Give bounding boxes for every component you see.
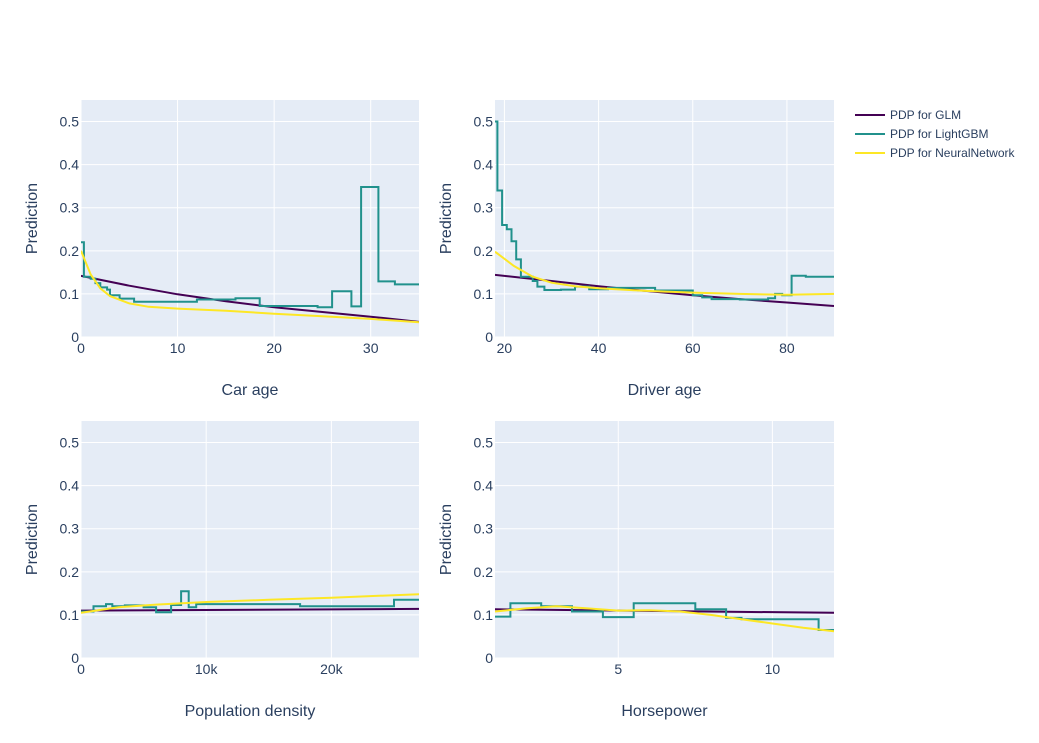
legend-label: PDP for GLM xyxy=(890,108,961,122)
subplot-4: 0 0.1 0.2 0.3 0.4 0.5 5 10 Horsepower Prediction xyxy=(438,421,834,720)
y-tick-label: 0.1 xyxy=(474,286,494,302)
subplot-2: 0 0.1 0.2 0.3 0.4 0.5 20 40 60 80 Driver age Predic… xyxy=(438,100,834,399)
y-tick-label: 0.2 xyxy=(474,243,494,259)
plot-background xyxy=(81,100,419,337)
y-tick-label: 0.4 xyxy=(474,478,494,494)
subplot-1: 0 0.1 0.2 0.3 0.4 0.5 0 10 20 30 Car age Prediction xyxy=(24,100,419,399)
x-axis-title: Horsepower xyxy=(621,703,708,720)
legend-label: PDP for LightGBM xyxy=(890,127,988,141)
y-tick-label: 0.5 xyxy=(474,435,494,451)
x-tick-label: 20 xyxy=(497,340,513,356)
plot-background xyxy=(495,100,834,337)
y-tick-label: 0.3 xyxy=(474,521,494,537)
y-tick-label: 0.4 xyxy=(60,478,80,494)
series-line-pdp-for-lightgbm xyxy=(81,590,419,614)
legend: PDP for GLM PDP for LightGBM PDP for Neura… xyxy=(855,108,1015,160)
y-tick-label: 0.5 xyxy=(60,114,80,130)
x-tick-label: 10 xyxy=(170,340,186,356)
y-tick-label: 0 xyxy=(71,650,79,666)
series-line-pdp-for-glm xyxy=(81,274,419,323)
y-tick-label: 0.1 xyxy=(474,607,494,623)
y-tick-label: 0.5 xyxy=(474,114,494,130)
series-line-pdp-for-neuralnetwork xyxy=(81,250,419,324)
series-line-pdp-for-glm xyxy=(495,273,834,307)
x-tick-label: 10k xyxy=(195,661,219,677)
y-tick-label: 0.3 xyxy=(474,200,494,216)
y-tick-label: 0.3 xyxy=(60,521,80,537)
x-tick-label: 0 xyxy=(77,340,85,356)
x-tick-label: 20k xyxy=(320,661,344,677)
plot-background xyxy=(81,421,419,658)
x-axis-title: Driver age xyxy=(628,382,702,399)
y-tick-label: 0.2 xyxy=(60,564,80,580)
x-tick-label: 20 xyxy=(266,340,282,356)
series-line-pdp-for-neuralnetwork xyxy=(495,605,834,633)
series-line-pdp-for-glm xyxy=(81,607,419,612)
x-tick-label: 60 xyxy=(685,340,701,356)
y-tick-label: 0.1 xyxy=(60,607,80,623)
y-axis-title: Prediction xyxy=(438,504,455,575)
y-tick-label: 0 xyxy=(71,329,79,345)
plot-background xyxy=(495,421,834,658)
y-tick-label: 0.1 xyxy=(60,286,80,302)
legend-label: PDP for NeuralNetwork xyxy=(890,146,1015,160)
x-tick-label: 80 xyxy=(779,340,795,356)
x-tick-label: 10 xyxy=(765,661,781,677)
series-line-pdp-for-neuralnetwork xyxy=(81,593,419,614)
y-tick-label: 0 xyxy=(485,329,493,345)
y-axis-title: Prediction xyxy=(24,183,41,254)
y-tick-label: 0.4 xyxy=(474,157,494,173)
y-tick-label: 0.3 xyxy=(60,200,80,216)
series-line-pdp-for-neuralnetwork xyxy=(495,250,834,296)
x-tick-label: 40 xyxy=(591,340,607,356)
subplot-3: 0 0.1 0.2 0.3 0.4 0.5 0 10k 20k Population densit… xyxy=(24,421,419,720)
x-axis-title: Population density xyxy=(185,703,316,720)
x-tick-label: 30 xyxy=(363,340,379,356)
y-tick-label: 0.2 xyxy=(60,243,80,259)
y-tick-label: 0.5 xyxy=(60,435,80,451)
y-tick-label: 0 xyxy=(485,650,493,666)
y-tick-label: 0.2 xyxy=(474,564,494,580)
y-axis-title: Prediction xyxy=(24,504,41,575)
x-tick-label: 5 xyxy=(614,661,622,677)
x-axis-title: Car age xyxy=(222,382,279,399)
x-tick-label: 0 xyxy=(77,661,85,677)
y-axis-title: Prediction xyxy=(438,183,455,254)
y-tick-label: 0.4 xyxy=(60,157,80,173)
